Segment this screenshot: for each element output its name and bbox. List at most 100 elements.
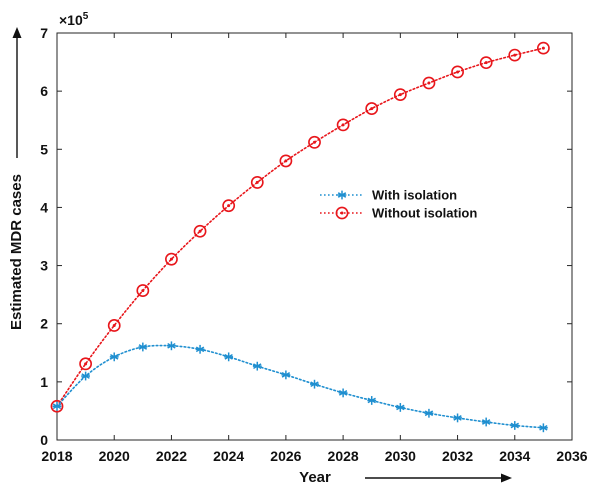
data-point-without-isolation-2029 bbox=[365, 102, 379, 115]
data-point-without-isolation-2032-dot bbox=[456, 70, 460, 74]
data-point-without-isolation-2021 bbox=[136, 284, 150, 297]
data-point-without-isolation-2029-ring bbox=[365, 102, 379, 115]
data-point-with-isolation-2019 bbox=[81, 371, 91, 381]
y-tick-label: 7 bbox=[40, 25, 48, 41]
y-tick-label: 2 bbox=[40, 316, 48, 332]
legend-marker-without-isolation-glyph-dot bbox=[340, 211, 344, 215]
data-point-without-isolation-2025-dot bbox=[255, 180, 259, 184]
data-point-without-isolation-2028-ring bbox=[336, 118, 350, 132]
legend-marker-without-isolation-glyph bbox=[335, 206, 349, 220]
data-point-with-isolation-2032 bbox=[453, 413, 462, 423]
data-point-with-isolation-2033 bbox=[481, 417, 491, 427]
data-point-without-isolation-2023-ring bbox=[193, 224, 207, 238]
data-point-without-isolation-2022 bbox=[165, 252, 178, 266]
data-point-with-isolation-2024 bbox=[224, 352, 234, 362]
x-tick-label: 2030 bbox=[385, 448, 416, 464]
data-point-without-isolation-2033-dot bbox=[484, 61, 488, 65]
y-arrow-head bbox=[12, 27, 22, 38]
x-axis-ticks: 2018 2020 2022 2024 2026 2028 2030 2032 2034 2036 bbox=[41, 33, 588, 464]
series-with-isolation bbox=[52, 341, 548, 433]
x-tick-label: 2034 bbox=[499, 448, 530, 464]
data-point-without-isolation-2034 bbox=[508, 48, 522, 62]
legend-label-with-isolation: With isolation bbox=[372, 188, 457, 203]
data-point-without-isolation-2018-ring bbox=[50, 399, 64, 413]
y-tick-label: 4 bbox=[40, 199, 48, 215]
data-point-without-isolation-2032 bbox=[451, 65, 464, 79]
data-point-without-isolation-2020 bbox=[107, 319, 121, 332]
data-point-without-isolation-2026-dot bbox=[284, 159, 288, 163]
data-point-without-isolation-2035-dot bbox=[541, 46, 545, 50]
data-point-without-isolation-2019-dot bbox=[84, 362, 88, 366]
series-line-without-isolation bbox=[56, 47, 545, 408]
data-point-with-isolation-2029 bbox=[367, 396, 377, 405]
legend-marker-without-isolation-glyph-ring bbox=[335, 206, 349, 220]
data-point-without-isolation-2035-ring bbox=[536, 41, 550, 55]
data-point-without-isolation-2034-ring bbox=[508, 48, 522, 62]
x-tick-label: 2024 bbox=[213, 448, 244, 464]
y-axis-ticks: 0 1 2 3 4 5 6 7 bbox=[40, 25, 572, 448]
data-point-with-isolation-2030 bbox=[395, 403, 405, 412]
data-point-without-isolation-2027-dot bbox=[313, 140, 316, 144]
x-tick-label: 2022 bbox=[156, 448, 187, 464]
data-point-with-isolation-2031 bbox=[424, 408, 434, 418]
data-point-with-isolation-2021 bbox=[138, 342, 148, 352]
legend: With isolation Without isolation bbox=[320, 188, 477, 221]
data-point-without-isolation-2033-ring bbox=[479, 56, 493, 70]
data-point-without-isolation-2034-dot bbox=[513, 53, 517, 57]
x-tick-label: 2018 bbox=[41, 448, 72, 464]
data-point-without-isolation-2024-ring bbox=[222, 199, 236, 213]
y-multiplier-exponent: 5 bbox=[83, 11, 89, 22]
data-point-without-isolation-2031-dot bbox=[427, 81, 431, 85]
y-tick-label: 0 bbox=[40, 432, 48, 448]
plot-frame bbox=[56, 32, 573, 441]
x-axis-arrow bbox=[365, 473, 512, 483]
data-point-with-isolation-2027 bbox=[310, 379, 319, 389]
data-point-without-isolation-2019-ring bbox=[79, 357, 93, 371]
series-layer bbox=[50, 41, 550, 433]
data-point-with-isolation-2025 bbox=[252, 361, 262, 371]
x-tick-label: 2036 bbox=[556, 448, 587, 464]
legend-marker-without-isolation bbox=[335, 206, 349, 220]
data-point-without-isolation-2026-ring bbox=[279, 154, 293, 168]
data-point-with-isolation-2035 bbox=[538, 423, 548, 433]
data-point-without-isolation-2028 bbox=[336, 118, 350, 132]
data-point-without-isolation-2022-ring bbox=[165, 252, 178, 266]
data-point-without-isolation-2019 bbox=[79, 357, 93, 371]
data-point-without-isolation-2031 bbox=[422, 76, 436, 90]
data-point-without-isolation-2033 bbox=[479, 56, 493, 70]
y-tick-label: 1 bbox=[40, 374, 48, 390]
data-point-without-isolation-2020-ring bbox=[107, 319, 121, 332]
plot-area bbox=[56, 32, 573, 441]
data-point-without-isolation-2027-ring bbox=[308, 135, 321, 149]
data-point-with-isolation-2020 bbox=[109, 352, 119, 362]
x-tick-label: 2020 bbox=[99, 448, 130, 464]
x-tick-label: 2032 bbox=[442, 448, 473, 464]
legend-marker-with-isolation-glyph bbox=[337, 190, 347, 200]
y-tick-label: 6 bbox=[40, 83, 48, 99]
data-point-without-isolation-2024 bbox=[222, 199, 236, 213]
data-point-without-isolation-2021-ring bbox=[136, 284, 150, 297]
data-point-with-isolation-2022 bbox=[167, 341, 176, 351]
data-point-without-isolation-2022-dot bbox=[169, 257, 173, 261]
legend-entry-with-isolation: With isolation bbox=[320, 188, 457, 203]
legend-entry-without-isolation: Without isolation bbox=[320, 206, 477, 221]
y-tick-label: 3 bbox=[40, 258, 48, 274]
data-point-with-isolation-2034 bbox=[510, 421, 520, 430]
data-point-without-isolation-2023-dot bbox=[198, 229, 202, 233]
data-point-without-isolation-2020-dot bbox=[112, 323, 116, 327]
data-point-without-isolation-2030 bbox=[393, 88, 407, 102]
data-point-with-isolation-2018 bbox=[52, 401, 62, 411]
x-tick-label: 2028 bbox=[328, 448, 359, 464]
x-axis-label: Year bbox=[299, 469, 331, 486]
data-point-with-isolation-2026 bbox=[281, 370, 291, 380]
data-point-without-isolation-2027 bbox=[308, 135, 321, 149]
data-point-without-isolation-2031-ring bbox=[422, 76, 436, 90]
x-arrow-head bbox=[501, 473, 512, 483]
legend-marker-with-isolation bbox=[337, 190, 347, 200]
data-point-without-isolation-2032-ring bbox=[451, 65, 464, 79]
data-point-without-isolation-2023 bbox=[193, 224, 207, 238]
y-axis-arrow bbox=[12, 27, 22, 158]
y-tick-label: 5 bbox=[40, 141, 48, 157]
data-point-with-isolation-2023 bbox=[195, 344, 205, 354]
